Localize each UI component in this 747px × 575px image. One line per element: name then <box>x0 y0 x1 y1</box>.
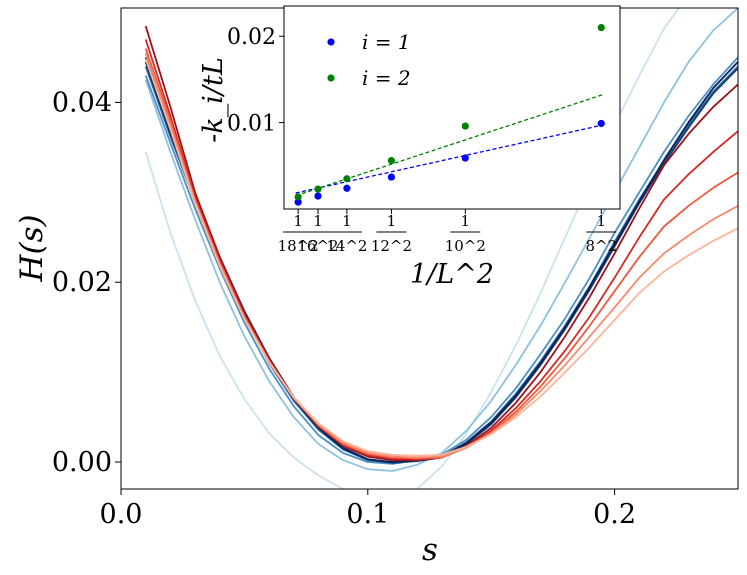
inset-legend: i = 1 i = 2 <box>327 30 411 90</box>
inset-frame <box>283 5 621 210</box>
x-tick-label: 0.1 <box>346 499 389 530</box>
series-2-point <box>314 185 322 193</box>
series-1-point <box>387 173 396 181</box>
x-tick-label: 0.2 <box>593 499 636 530</box>
x-axis-label: s <box>422 532 438 568</box>
inset-x-tick-numerator: 1 <box>387 212 397 230</box>
main-axis-ticks: 0.0 0.1 0.2 0.00 0.02 0.04 <box>52 87 636 530</box>
main-plot-lines <box>144 8 738 489</box>
inset-points <box>294 23 605 206</box>
series-line-1 <box>144 8 680 489</box>
x-tick-label: 0.0 <box>100 499 143 530</box>
inset-x-tick-numerator: 1 <box>461 212 471 230</box>
series-2-point <box>387 157 396 165</box>
inset-y-tick-label: 0.01 <box>227 112 276 137</box>
inset-x-tick-denominator: 18^2 <box>278 237 319 255</box>
y-tick-label: 0.00 <box>52 447 112 478</box>
inset-y-tick-label: 0.02 <box>227 25 276 50</box>
series-1-point <box>294 198 302 206</box>
legend-marker-1 <box>327 38 335 46</box>
inset-x-tick-denominator: 10^2 <box>445 237 486 255</box>
series-2-point <box>343 175 351 183</box>
inset-x-tick-denominator: 16^2 <box>297 237 338 255</box>
series-2-point <box>597 23 605 32</box>
inset-x-tick-numerator: 1 <box>342 212 352 230</box>
inset-x-axis-label: 1/L^2 <box>410 259 494 290</box>
inset-x-tick-denominator: 14^2 <box>326 237 367 255</box>
series-1-point <box>314 192 322 200</box>
inset-x-tick-denominator: 8^2 <box>585 237 617 255</box>
legend-marker-2 <box>327 74 335 82</box>
legend-label-2: i = 2 <box>362 66 411 90</box>
series-line-2 <box>144 8 738 472</box>
inset-x-tick-numerator: 1 <box>596 212 606 230</box>
legend-label-1: i = 1 <box>362 30 411 54</box>
series-2-point <box>461 122 469 130</box>
inset-x-tick-numerator: 1 <box>293 212 303 230</box>
y-tick-label: 0.02 <box>52 267 112 298</box>
inset-x-tick-denominator: 12^2 <box>371 237 412 255</box>
series-1-point <box>597 119 605 128</box>
series-1-point <box>461 154 469 162</box>
series-line-11 <box>144 58 738 457</box>
inset-y-axis-label: -k_i/tL <box>198 57 229 143</box>
y-axis-label: H(s) <box>14 214 50 282</box>
inset-x-tick-numerator: 1 <box>313 212 323 230</box>
y-tick-label: 0.04 <box>52 87 112 118</box>
series-2-point <box>294 193 302 201</box>
series-1-point <box>343 184 351 192</box>
